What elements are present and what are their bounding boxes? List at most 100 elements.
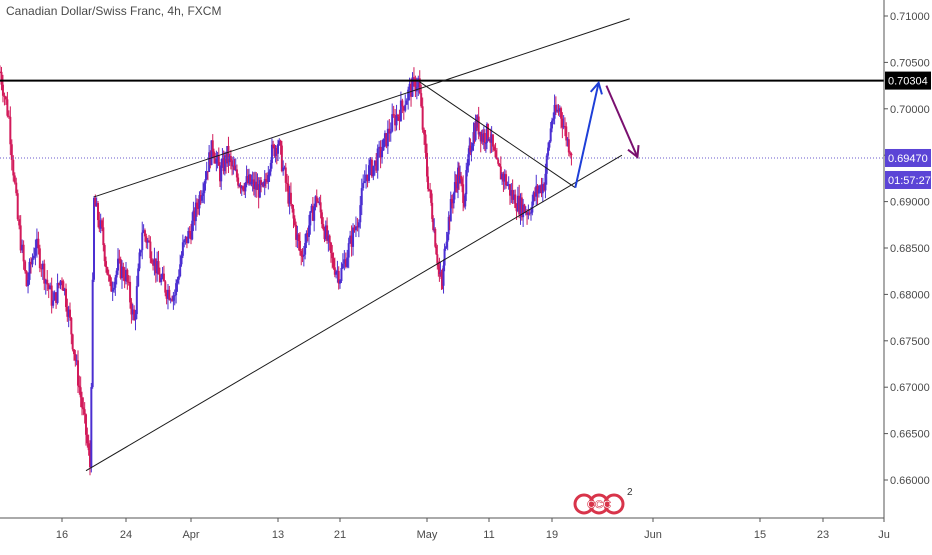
- candle-body: [229, 156, 232, 161]
- candle-body: [264, 179, 267, 181]
- candle-body: [356, 226, 359, 228]
- candle-body: [309, 211, 312, 226]
- candle-body: [148, 240, 151, 242]
- candle-body: [481, 133, 484, 142]
- candle-body: [35, 238, 38, 249]
- candle-body: [187, 231, 190, 244]
- candle-body: [216, 155, 219, 159]
- candle-body: [565, 126, 568, 141]
- candle-body: [446, 234, 449, 242]
- candle-body: [551, 120, 553, 129]
- candle-body: [211, 140, 214, 152]
- candle-body: [427, 176, 430, 189]
- time-tick-label: 13: [272, 529, 284, 541]
- candle-body: [391, 114, 394, 132]
- candle-body: [510, 190, 513, 196]
- candle-body: [184, 236, 187, 241]
- candle-body: [129, 281, 132, 303]
- watermark-logo: CCC 2: [573, 487, 633, 515]
- price-axis[interactable]: 0.710000.705000.700000.695000.690000.685…: [883, 0, 932, 550]
- candle-body: [366, 174, 369, 181]
- arrow-down-line[interactable]: [605, 85, 639, 158]
- candle-body: [12, 159, 15, 176]
- candle-body: [58, 283, 61, 286]
- candle-body: [22, 244, 25, 262]
- candle-body: [228, 156, 231, 163]
- candle-body: [365, 174, 368, 182]
- trend-line-1[interactable]: [93, 18, 630, 198]
- candle-body: [49, 285, 52, 290]
- candle-body: [115, 270, 118, 278]
- candle-body: [251, 179, 254, 182]
- time-axis[interactable]: 16 24 Apr 13 21 May 11 19 Jun 15 23 Ju: [0, 517, 890, 541]
- candle-body: [71, 334, 74, 350]
- candle-body: [75, 360, 78, 362]
- candle-body: [489, 139, 492, 143]
- candle-body: [421, 106, 424, 130]
- candle-body: [455, 183, 458, 189]
- candle-body: [97, 203, 99, 221]
- candle-body: [191, 220, 194, 240]
- candle-body: [431, 202, 434, 219]
- candle-body: [279, 140, 282, 146]
- candle-body: [436, 254, 439, 264]
- candle-body: [117, 258, 119, 271]
- candle-body: [336, 270, 339, 272]
- candle-body: [566, 139, 569, 141]
- candle-body: [445, 241, 448, 248]
- candle-body: [412, 77, 415, 79]
- candle-body: [99, 220, 102, 229]
- candle-body: [440, 272, 443, 279]
- candle-body: [30, 261, 32, 265]
- candle-body: [43, 263, 46, 284]
- candle-body: [270, 144, 273, 163]
- candle-body: [493, 146, 496, 151]
- resistance-price-tag: 0.70304: [888, 76, 928, 88]
- candle-body: [126, 269, 129, 282]
- candle-body: [519, 197, 522, 215]
- candle-body: [162, 273, 165, 282]
- candle-body: [385, 133, 388, 147]
- candle-body: [471, 146, 474, 151]
- candle-body: [138, 252, 141, 269]
- arrow-up-line[interactable]: [574, 82, 600, 188]
- candle-body: [448, 216, 451, 222]
- time-tick-label: Jun: [644, 529, 662, 541]
- candle-body: [289, 192, 292, 205]
- exchange-label: FXCM: [187, 4, 222, 18]
- candle-body: [50, 285, 53, 306]
- candle-body: [423, 129, 426, 135]
- candle-body: [444, 247, 447, 249]
- candle-body: [221, 158, 224, 166]
- candle-body: [509, 184, 511, 196]
- candle-body: [245, 176, 248, 183]
- candle-body: [246, 176, 249, 184]
- candle-body: [479, 131, 482, 142]
- candle-body: [7, 115, 10, 117]
- candle-body: [451, 202, 454, 204]
- candle-body: [77, 360, 79, 386]
- candle-body: [381, 150, 384, 158]
- candle-body: [66, 307, 69, 317]
- candle-body: [269, 162, 272, 172]
- candle-body: [437, 263, 440, 267]
- candle-body: [274, 148, 277, 156]
- trend-line-3[interactable]: [418, 80, 576, 189]
- candle-body: [434, 228, 437, 247]
- candle-body: [324, 225, 327, 240]
- candle-body: [87, 443, 90, 451]
- watermark-superscript: 2: [627, 487, 633, 498]
- candle-body: [273, 145, 276, 156]
- candle-body: [127, 281, 130, 283]
- candle-body: [19, 225, 22, 251]
- candle-body: [121, 266, 123, 279]
- trend-line-2[interactable]: [85, 154, 623, 472]
- candle-body: [389, 131, 392, 134]
- price-tick-label: 0.71000: [890, 11, 930, 23]
- candle-body: [343, 259, 346, 264]
- candle-body: [156, 261, 159, 274]
- candle-body: [322, 224, 325, 229]
- candle-body: [369, 159, 372, 166]
